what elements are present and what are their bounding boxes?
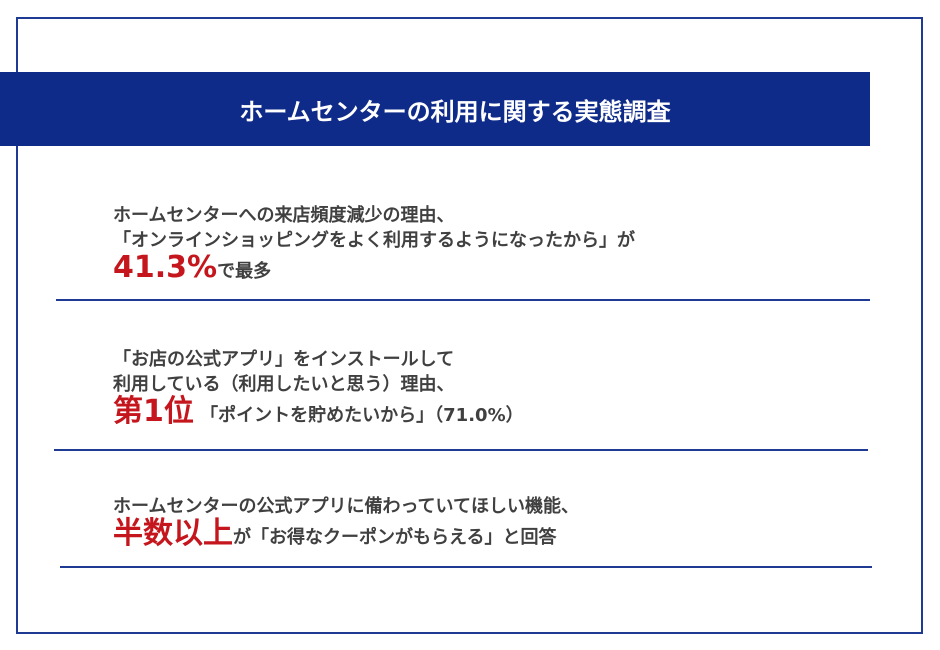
divider-2 [54,449,868,451]
outer-frame [16,17,923,634]
finding-2-highlight: 第1位 [113,394,194,429]
finding-1-highlight: 41.3% [113,250,218,285]
divider-1 [56,299,870,301]
finding-3-highlight: 半数以上 [113,516,233,551]
finding-1-line2: 「オンラインショッピングをよく利用するようになったから」が [113,230,635,251]
finding-1-line1: ホームセンターへの来店頻度減少の理由、 [113,205,455,226]
finding-3: ホームセンターの公式アプリに備わっていてほしい機能、 半数以上が「お得なクーポン… [113,494,579,550]
divider-3 [60,566,872,568]
page-title: ホームセンターの利用に関する実態調査 [0,72,870,146]
finding-3-line1: ホームセンターの公式アプリに備わっていてほしい機能、 [113,496,580,517]
finding-1: ホームセンターへの来店頻度減少の理由、 「オンラインショッピングをよく利用するよ… [113,203,635,284]
finding-2-line2: 利用している（利用したいと思う）理由、 [113,374,455,395]
finding-3-tail: が「お得なクーポンがもらえる」と回答 [233,527,557,548]
finding-1-tail: で最多 [217,261,272,282]
finding-2-line1: 「お店の公式アプリ」をインストールして [113,349,455,370]
finding-2: 「お店の公式アプリ」をインストールして 利用している（利用したいと思う）理由、 … [113,347,524,428]
finding-2-tail: 「ポイントを貯めたいから」（71.0%） [200,405,524,426]
